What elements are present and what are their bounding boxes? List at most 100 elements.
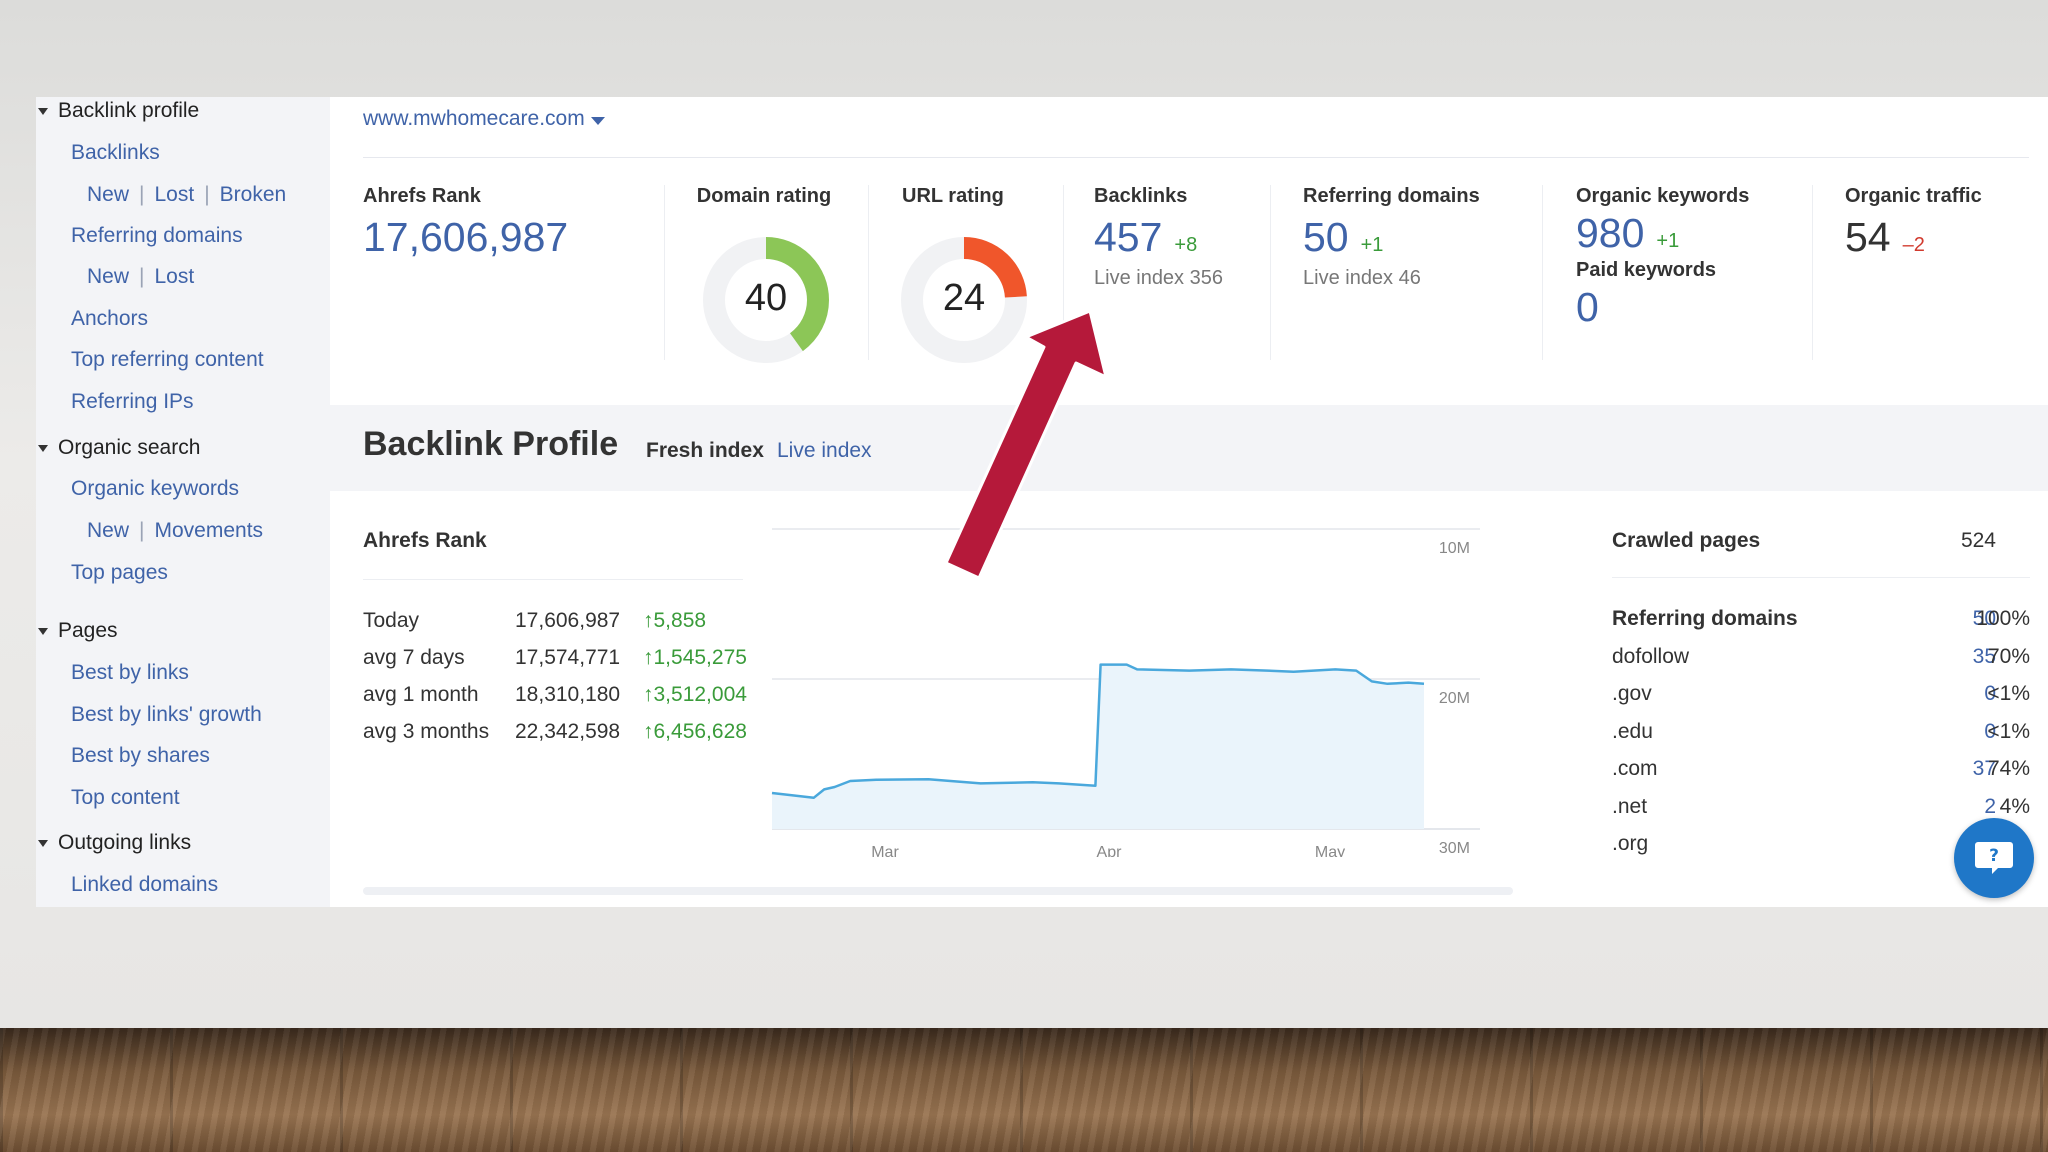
referring-domain-count[interactable]: 37: [1972, 757, 1996, 780]
sidebar-item-organic-keywords-movements[interactable]: Movements: [154, 519, 264, 542]
separator: |: [139, 519, 145, 542]
paid-keywords-value[interactable]: 0: [1576, 284, 1599, 330]
backlink-profile-header: Backlink Profile Fresh index Live index: [330, 405, 2048, 491]
help-chat-button[interactable]: ?: [1954, 818, 2034, 898]
rank-value: 17,574,771: [515, 646, 621, 669]
rank-period: avg 3 months: [363, 720, 490, 743]
sidebar-item-organic-keywords[interactable]: Organic keywords: [71, 477, 240, 500]
tab-live-index[interactable]: Live index: [777, 439, 872, 462]
referring-domain-type-label: dofollow: [1612, 644, 1690, 668]
url-rating-value: 24: [942, 277, 986, 319]
referring-domain-count[interactable]: 0: [1984, 719, 1996, 743]
sidebar-item-best-by-links[interactable]: Best by links: [71, 661, 189, 684]
backlinks-value[interactable]: 457: [1094, 214, 1163, 260]
rank-period: Today: [363, 609, 420, 632]
referring-domain-count[interactable]: 2: [1984, 794, 1996, 818]
stat-domain-rating: Domain rating: [661, 185, 867, 208]
divider: [363, 579, 743, 580]
referring-domain-count[interactable]: 0: [1984, 682, 1996, 705]
referring-domain-count[interactable]: 50: [1972, 607, 1996, 630]
sidebar-subitems-referring-domains: New | Lost: [87, 265, 194, 289]
sidebar-item-referring-domains-lost[interactable]: Lost: [154, 265, 195, 288]
collapse-triangle-icon: [38, 839, 48, 847]
divider: [1812, 185, 1813, 360]
stat-value: 457 +8: [1094, 214, 1223, 261]
organic-keywords-delta: +1: [1656, 230, 1680, 252]
stat-organic-keywords: Organic keywords 980 +1 Paid keywords 0: [1576, 185, 1749, 331]
target-url-dropdown[interactable]: www.mwhomecare.com: [363, 107, 605, 131]
referring-domain-type-label: Referring domains: [1612, 607, 1798, 630]
y-tick-label: 10M: [1439, 540, 1470, 557]
stat-label: URL rating: [902, 185, 1004, 207]
sidebar-subitems-backlinks: New | Lost | Broken: [87, 183, 286, 207]
x-tick-label: Apr: [1097, 844, 1123, 857]
section-title: Backlink Profile: [363, 425, 619, 463]
referring-domain-type-label: .net: [1612, 794, 1648, 818]
sidebar-item-best-by-shares[interactable]: Best by shares: [71, 744, 210, 767]
sidebar-item-best-by-links-growth[interactable]: Best by links' growth: [71, 703, 262, 726]
rank-change: ↑6,456,628: [643, 720, 747, 743]
crawled-pages-label: Crawled pages: [1612, 529, 1761, 552]
stat-label: Backlinks: [1094, 185, 1188, 207]
divider: [1270, 185, 1271, 360]
stat-label: Domain rating: [696, 185, 832, 207]
rank-change: ↑1,545,275: [643, 646, 747, 669]
sidebar-item-referring-domains[interactable]: Referring domains: [71, 224, 243, 247]
rank-period: avg 7 days: [363, 646, 465, 669]
svg-text:?: ?: [1989, 846, 1999, 866]
stat-label: Organic keywords: [1576, 185, 1750, 207]
referring-domain-type-label: .org: [1612, 832, 1649, 855]
referring-domains-value[interactable]: 50: [1303, 214, 1349, 260]
sidebar-section-title: Outgoing links: [58, 831, 192, 854]
organic-traffic-value[interactable]: 54: [1845, 214, 1891, 260]
y-tick-label: 30M: [1439, 840, 1470, 857]
sidebar-item-top-pages[interactable]: Top pages: [71, 561, 168, 584]
main-panel: www.mwhomecare.com Ahrefs Rank 17,606,98…: [330, 97, 2048, 907]
ahrefs-rank-value[interactable]: 17,606,987: [363, 214, 569, 260]
tab-fresh-index[interactable]: Fresh index: [646, 439, 764, 462]
sidebar-item-top-referring-content[interactable]: Top referring content: [71, 348, 264, 371]
sidebar-item-referring-domains-new[interactable]: New: [87, 265, 130, 288]
referring-domain-percent: <1%: [1987, 682, 2030, 705]
ahrefs-rank-title: Ahrefs Rank: [363, 529, 487, 552]
horizontal-scrollbar[interactable]: [363, 887, 1513, 895]
organic-traffic-delta: –2: [1902, 234, 1925, 256]
separator: |: [204, 183, 210, 206]
sidebar-item-top-content[interactable]: Top content: [71, 786, 180, 809]
sidebar-item-referring-ips[interactable]: Referring IPs: [71, 390, 194, 413]
divider: [1542, 185, 1543, 360]
rank-period: avg 1 month: [363, 683, 479, 706]
sidebar-section-title: Organic search: [58, 436, 201, 459]
stat-label: Ahrefs Rank: [363, 185, 481, 207]
referring-domain-percent: 100%: [1976, 607, 2030, 630]
collapse-triangle-icon: [38, 444, 48, 452]
rank-change-value: 5,858: [653, 609, 707, 632]
sidebar-item-backlinks[interactable]: Backlinks: [71, 141, 160, 164]
ahrefs-rank-chart: 10M 20M 30M Mar Apr May: [771, 528, 1480, 857]
sidebar-section-backlink-profile[interactable]: Backlink profile: [36, 99, 199, 123]
separator: |: [139, 265, 145, 288]
sidebar-subitems-organic-keywords: New | Movements: [87, 519, 263, 543]
organic-keywords-value[interactable]: 980: [1576, 210, 1645, 256]
sidebar-item-anchors[interactable]: Anchors: [71, 307, 149, 330]
sidebar-section-pages[interactable]: Pages: [36, 619, 118, 643]
sidebar-item-organic-keywords-new[interactable]: New: [87, 519, 130, 542]
sidebar-item-backlinks-lost[interactable]: Lost: [154, 183, 195, 206]
sidebar-item-backlinks-new[interactable]: New: [87, 183, 130, 206]
rank-value: 17,606,987: [515, 609, 621, 632]
sidebar-section-outgoing-links[interactable]: Outgoing links: [36, 831, 191, 855]
sidebar-item-linked-domains[interactable]: Linked domains: [71, 873, 219, 896]
referring-domain-type-label: .edu: [1612, 719, 1653, 743]
table-row: avg 7 days 17,574,771 ↑1,545,275: [363, 646, 747, 670]
x-tick-label: May: [1315, 844, 1345, 857]
stat-value[interactable]: 17,606,987: [363, 214, 568, 261]
collapse-triangle-icon: [38, 627, 48, 635]
collapse-triangle-icon: [38, 107, 48, 115]
target-url: www.mwhomecare.com: [363, 107, 585, 130]
referring-domain-count[interactable]: 35: [1972, 644, 1996, 668]
wooden-floor-background: [0, 1028, 2048, 1152]
divider: [363, 157, 2029, 158]
sidebar-item-backlinks-broken[interactable]: Broken: [219, 183, 287, 206]
sidebar-section-organic-search[interactable]: Organic search: [36, 436, 200, 460]
referring-domain-type-label: .com: [1612, 757, 1658, 780]
